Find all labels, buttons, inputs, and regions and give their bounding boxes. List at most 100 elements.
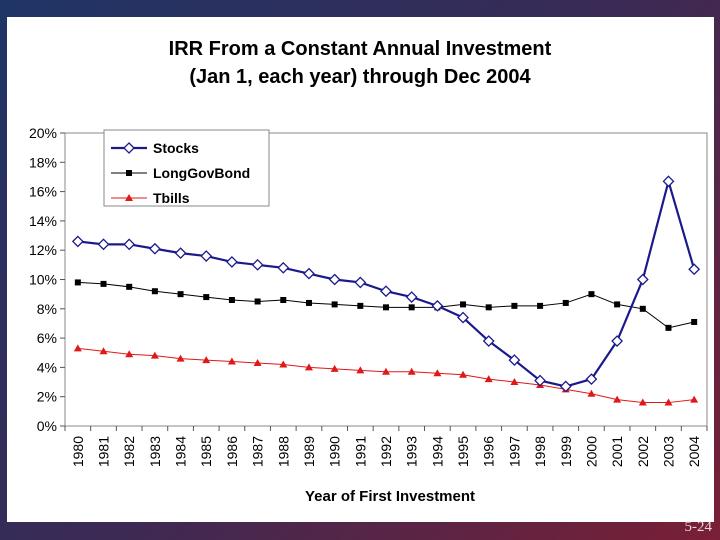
data-point-tbills [73, 344, 82, 352]
irr-line-chart: IRR From a Constant Annual Investment (J… [29, 38, 708, 505]
data-point-stocks [688, 263, 701, 276]
series-layer [71, 175, 701, 406]
y-tick-label: 4% [37, 359, 57, 375]
data-point-longgovbond [151, 288, 158, 295]
x-tick-label: 1984 [173, 436, 189, 467]
y-axis: 0% 2% 4% 6% 8% 10% 12% 14% 16% 18% 20% [29, 125, 65, 434]
data-point-longgovbond [383, 304, 389, 311]
data-point-longgovbond [280, 297, 287, 304]
x-axis-label: Year of First Investment [305, 488, 475, 505]
data-point-stocks [405, 291, 418, 303]
chart-title: IRR From a Constant Annual Investment [169, 38, 552, 60]
legend-label-stocks: Stocks [153, 140, 199, 156]
x-tick-label: 1993 [404, 436, 420, 467]
x-tick-label: 1990 [327, 436, 343, 467]
data-point-tbills [356, 366, 365, 374]
data-point-tbills [433, 369, 442, 377]
data-point-stocks [611, 335, 624, 347]
data-point-tbills [459, 370, 468, 378]
y-tick-label: 14% [29, 213, 57, 229]
data-point-longgovbond [562, 299, 569, 306]
data-point-tbills [407, 367, 416, 375]
x-tick-label: 1992 [378, 436, 394, 467]
slide-number: 5-24 [684, 519, 713, 535]
data-point-tbills [510, 378, 519, 386]
data-point-stocks [200, 250, 213, 262]
data-point-stocks [123, 142, 135, 154]
data-point-tbills [176, 354, 185, 362]
data-point-longgovbond [126, 170, 132, 176]
y-tick-label: 8% [37, 301, 57, 317]
data-point-tbills [125, 350, 134, 358]
data-point-stocks [328, 273, 341, 286]
x-tick-label: 1996 [481, 436, 497, 467]
data-point-tbills [638, 398, 647, 406]
data-point-tbills [99, 347, 108, 355]
data-point-longgovbond [177, 291, 184, 298]
data-point-longgovbond [254, 298, 261, 305]
data-point-tbills [227, 357, 236, 365]
x-axis: 1980 1981 1982 1983 1984 1985 1986 1987 1988 1989… [64, 426, 708, 467]
data-point-longgovbond [331, 301, 338, 308]
data-point-tbills [202, 356, 211, 364]
data-point-longgovbond [305, 299, 312, 306]
data-point-stocks [71, 235, 84, 248]
data-point-stocks [534, 374, 546, 387]
data-point-longgovbond [100, 280, 107, 287]
data-point-stocks [123, 238, 136, 251]
data-point-stocks [457, 311, 469, 324]
data-point-longgovbond [639, 305, 646, 312]
y-tick-label: 2% [37, 389, 57, 405]
x-tick-label: 1995 [455, 436, 471, 467]
y-tick-label: 10% [29, 272, 57, 288]
data-point-stocks [585, 373, 598, 386]
x-tick-label: 1985 [198, 436, 214, 467]
data-point-longgovbond [537, 302, 544, 309]
x-tick-label: 1988 [275, 436, 291, 467]
data-point-stocks [97, 238, 110, 251]
data-point-longgovbond [126, 283, 133, 290]
data-point-stocks [380, 285, 392, 298]
data-point-stocks [482, 335, 495, 347]
data-point-tbills [125, 194, 133, 201]
x-tick-label: 1999 [558, 436, 574, 467]
x-tick-label: 2002 [635, 436, 651, 467]
data-point-tbills [279, 360, 288, 368]
x-tick-label: 1991 [352, 436, 368, 467]
data-point-stocks [251, 258, 264, 271]
x-tick-label: 1983 [147, 436, 163, 467]
data-point-tbills [484, 375, 493, 383]
data-point-longgovbond [665, 324, 672, 331]
data-point-stocks [508, 354, 521, 366]
data-point-stocks [431, 299, 444, 312]
x-tick-label: 2003 [660, 436, 676, 467]
data-point-longgovbond [485, 304, 492, 311]
y-tick-label: 6% [37, 330, 57, 346]
legend: Stocks LongGovBond Tbills [103, 129, 270, 207]
legend-label-longgovbond: LongGovBond [153, 165, 250, 181]
data-point-longgovbond [460, 301, 467, 308]
x-tick-label: 1982 [121, 436, 137, 467]
data-point-stocks [277, 261, 290, 274]
x-tick-label: 2004 [686, 436, 702, 467]
data-point-longgovbond [691, 318, 698, 325]
data-point-longgovbond [408, 304, 415, 311]
data-point-longgovbond [74, 279, 81, 286]
data-point-stocks [662, 175, 675, 188]
x-tick-label: 1981 [96, 436, 112, 467]
x-tick-label: 1997 [506, 436, 522, 467]
x-tick-label: 2001 [609, 436, 625, 467]
legend-label-tbills: Tbills [153, 190, 190, 206]
data-point-tbills [330, 364, 339, 372]
data-point-stocks [559, 380, 572, 393]
data-point-tbills [664, 398, 673, 406]
legend-box [103, 129, 270, 207]
x-tick-label: 2000 [583, 436, 599, 467]
y-tick-label: 16% [29, 184, 57, 200]
data-point-longgovbond [357, 302, 364, 309]
data-point-longgovbond [203, 294, 210, 301]
y-tick-label: 18% [29, 154, 57, 170]
data-point-tbills [587, 389, 596, 397]
data-point-tbills [690, 395, 699, 403]
legend-items: Stocks LongGovBond Tbills [111, 140, 250, 206]
